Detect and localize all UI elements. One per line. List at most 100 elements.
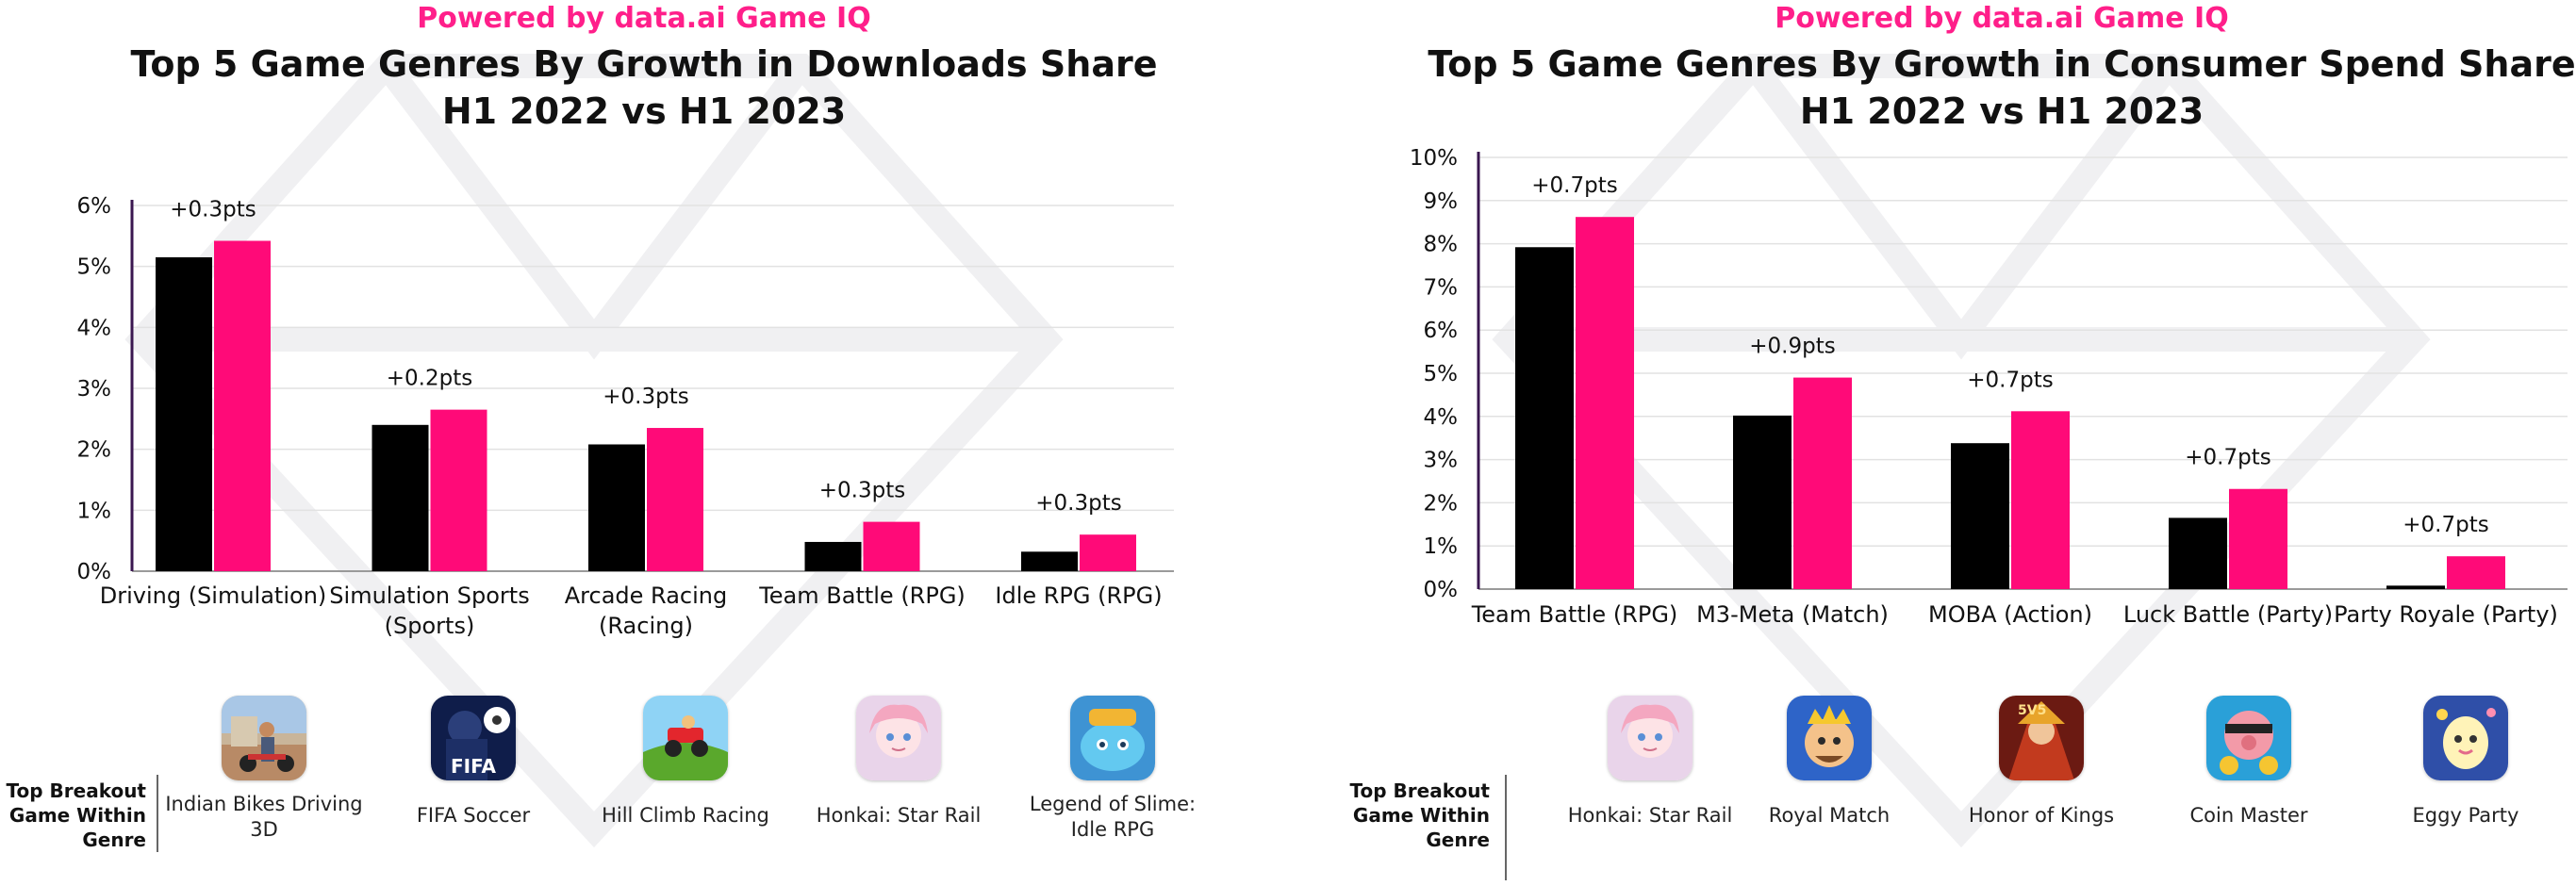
games-header-label: Top Breakout Game Within Genre [1349, 779, 1490, 851]
bar-h1-2023 [2447, 556, 2505, 589]
y-tick-label: 1% [77, 499, 112, 523]
category-label: Party Royale (Party) [2334, 601, 2558, 628]
top-breakout-games: Top Breakout Game Within Genre Honkai: S… [1350, 688, 2576, 886]
growth-annotation: +0.3pts [1035, 491, 1121, 516]
bar-h1-2023 [647, 428, 703, 571]
growth-annotation: +0.7pts [2185, 446, 2271, 470]
chart-subtitle: H1 2022 vs H1 2023 [1799, 90, 2204, 132]
bar-h1-2022 [1733, 415, 1792, 589]
game-name-label: Eggy Party [2412, 804, 2519, 827]
y-tick-label: 8% [1424, 233, 1459, 257]
y-tick-label: 6% [77, 194, 112, 219]
coin-master-icon [2206, 696, 2291, 780]
y-tick-label: 2% [77, 438, 112, 463]
growth-annotation: +0.2pts [387, 367, 472, 391]
game-name-label: Legend of Slime: Idle RPG [1029, 793, 1197, 841]
breakout-game: Indian Bikes Driving 3D [165, 696, 363, 843]
growth-annotation: +0.3pts [603, 385, 688, 409]
bar-h1-2022 [2386, 585, 2445, 589]
y-tick-label: 4% [1424, 405, 1459, 430]
breakout-game: Honkai: Star Rail [1551, 696, 1749, 829]
bar-h1-2023 [2011, 411, 2070, 589]
svg-text:FIFA: FIFA [451, 755, 496, 778]
bar-h1-2023 [430, 409, 487, 571]
bar-h1-2023 [2229, 488, 2287, 589]
eggy-party-icon [2423, 696, 2508, 780]
game-name-label: Coin Master [2189, 804, 2308, 827]
bar-h1-2022 [804, 541, 862, 571]
powered-by-label: Powered by data.ai Game IQ [1775, 2, 2229, 35]
category-label: Arcade Racing (Racing) [565, 582, 727, 639]
breakout-game: Royal Match [1730, 696, 1928, 829]
top-breakout-games: Top Breakout Game Within Genre Indian Bi… [0, 688, 1288, 886]
game-name-label: Indian Bikes Driving 3D [165, 793, 363, 841]
breakout-game: Hill Climb Racing [586, 696, 784, 829]
honkai-star-rail-icon [856, 696, 941, 780]
category-label: Team Battle (RPG) [1471, 601, 1678, 628]
consumer-spend-chart: 0% 1% 2% 3% 4% 5% 6% 7% 8% 9% 10% +0.7pts Team Battl… [1410, 146, 2568, 628]
honkai-star-rail-icon [1608, 696, 1693, 780]
y-tick-label: 6% [1424, 319, 1459, 343]
y-tick-label: 3% [1424, 449, 1459, 473]
bar-h1-2022 [1951, 443, 2009, 589]
growth-annotation: +0.7pts [1531, 173, 1617, 198]
y-tick-label: 7% [1424, 275, 1459, 300]
svg-text:5V5: 5V5 [2018, 703, 2046, 718]
chart-title: Top 5 Game Genres By Growth in Consumer … [1428, 43, 2576, 85]
breakout-game: Honkai: Star Rail [800, 696, 998, 829]
honor-of-kings-icon: 5V5 [1999, 696, 2084, 780]
y-tick-label: 4% [77, 316, 112, 340]
bar-h1-2023 [1080, 534, 1136, 571]
y-tick-label: 3% [77, 377, 112, 402]
downloads-share-panel: Powered by data.ai Game IQ Top 5 Game Ge… [0, 2, 1288, 886]
bar-h1-2022 [588, 444, 645, 571]
growth-annotation: +0.3pts [170, 198, 256, 222]
category-label: MOBA (Action) [1928, 601, 2092, 628]
indian-bikes-icon [222, 696, 306, 780]
category-label: M3-Meta (Match) [1696, 601, 1889, 628]
chart-subtitle: H1 2022 vs H1 2023 [441, 90, 847, 132]
bar-h1-2023 [214, 240, 271, 572]
game-name-label: Hill Climb Racing [602, 804, 769, 827]
y-tick-label: 0% [77, 560, 112, 584]
breakout-game: Legend of Slime: Idle RPG [1014, 696, 1212, 843]
category-label: Luck Battle (Party) [2123, 601, 2333, 628]
game-name-label: FIFA Soccer [416, 804, 531, 827]
category-label: Driving (Simulation) [100, 582, 327, 609]
powered-by-label: Powered by data.ai Game IQ [417, 2, 871, 35]
legend-of-slime-icon [1070, 696, 1155, 780]
game-name-label: Honkai: Star Rail [816, 804, 982, 827]
breakout-game: Eggy Party [2367, 696, 2565, 829]
bar-h1-2023 [1793, 377, 1852, 589]
bar-h1-2023 [1576, 217, 1634, 590]
y-tick-label: 1% [1424, 534, 1459, 559]
y-tick-label: 5% [77, 255, 112, 280]
game-name-label: Royal Match [1768, 804, 1891, 827]
category-label: Simulation Sports (Sports) [329, 582, 529, 639]
chart-title: Top 5 Game Genres By Growth in Downloads… [130, 43, 1158, 85]
y-tick-label: 10% [1410, 146, 1458, 171]
category-label: Team Battle (RPG) [758, 582, 966, 609]
downloads-share-chart: 0% 1% 2% 3% 4% 5% 6% +0.3pts Driving (Simulation… [77, 194, 1174, 639]
royal-match-icon [1787, 696, 1872, 780]
bar-h1-2022 [1021, 551, 1078, 571]
games-divider [157, 775, 158, 852]
y-tick-label: 0% [1424, 578, 1459, 602]
y-tick-label: 5% [1424, 362, 1459, 386]
y-tick-label: 9% [1424, 189, 1459, 214]
growth-annotation: +0.7pts [2403, 513, 2488, 537]
bar-h1-2022 [372, 424, 429, 571]
consumer-spend-panel: Powered by data.ai Game IQ Top 5 Game Ge… [1350, 0, 2576, 886]
bar-h1-2022 [1515, 247, 1574, 589]
y-tick-label: 2% [1424, 491, 1459, 516]
bar-h1-2023 [863, 521, 920, 571]
game-name-label: Honkai: Star Rail [1567, 804, 1733, 827]
growth-annotation: +0.7pts [1967, 368, 2053, 392]
category-label: Idle RPG (RPG) [995, 582, 1162, 609]
game-name-label: Honor of Kings [1968, 804, 2115, 827]
games-divider [1505, 775, 1507, 880]
growth-annotation: +0.9pts [1749, 335, 1835, 359]
fifa-soccer-icon: FIFA [431, 696, 516, 780]
bar-h1-2022 [2169, 517, 2227, 589]
